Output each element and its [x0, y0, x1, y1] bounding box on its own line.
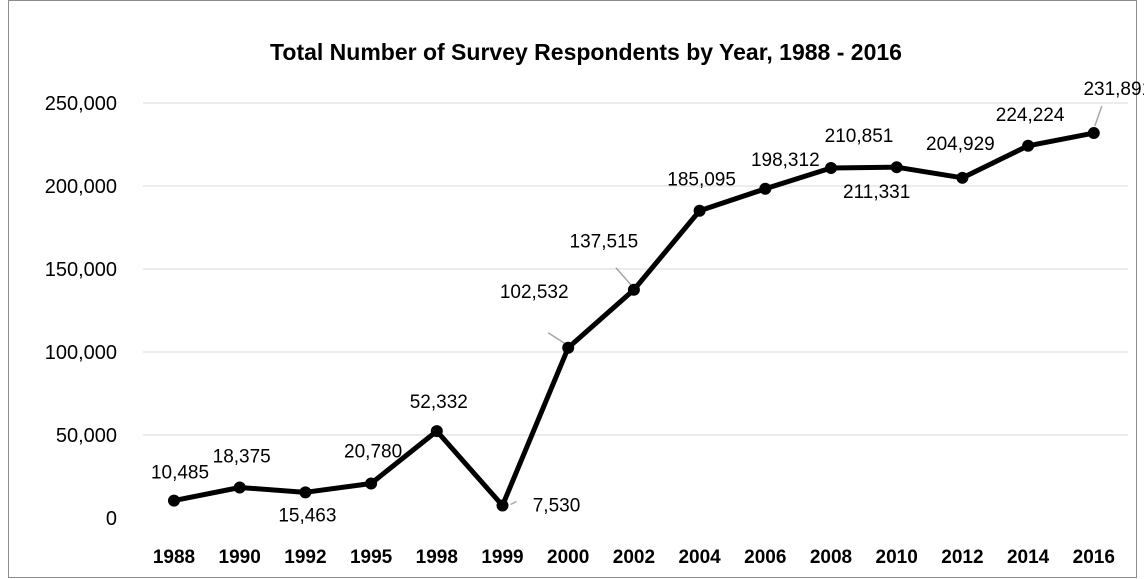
leader-line — [547, 332, 566, 345]
data-point — [627, 283, 640, 296]
data-point — [759, 182, 772, 195]
data-label: 15,463 — [278, 505, 336, 526]
data-label: 52,332 — [410, 392, 468, 413]
data-point — [1022, 139, 1035, 152]
data-point — [496, 499, 509, 512]
data-label: 10,485 — [151, 463, 209, 484]
x-tick-label: 1988 — [153, 547, 195, 568]
y-tick-label: 0 — [106, 508, 117, 530]
data-label: 102,532 — [500, 282, 569, 303]
x-tick-label: 2010 — [876, 547, 918, 568]
x-tick-label: 2008 — [810, 547, 852, 568]
data-label: 7,530 — [533, 496, 581, 517]
data-point — [365, 477, 378, 490]
y-tick-label: 150,000 — [45, 259, 117, 281]
data-label: 231,891 — [1083, 79, 1144, 100]
data-label: 198,312 — [751, 150, 820, 171]
data-point — [299, 486, 312, 499]
x-tick-label: 2002 — [613, 547, 655, 568]
data-label: 210,851 — [825, 126, 894, 147]
leader-line — [510, 500, 517, 506]
y-tick-label: 250,000 — [45, 93, 117, 115]
x-tick-label: 2004 — [678, 547, 721, 568]
y-tick-label: 200,000 — [45, 176, 117, 198]
x-tick-label: 2016 — [1073, 547, 1115, 568]
gridlines — [143, 102, 1128, 436]
leader-lines — [510, 105, 1103, 506]
x-axis: 1988 1990 1992 1995 1998 1999 2000 2002 2004 2006… — [153, 547, 1115, 568]
series — [168, 127, 1100, 512]
chart-title: Total Number of Survey Respondents by Ye… — [270, 39, 902, 65]
data-point — [890, 161, 903, 174]
series-line — [173, 130, 1095, 509]
x-tick-label: 1992 — [284, 547, 326, 568]
data-point — [430, 425, 443, 438]
data-label: 204,929 — [926, 134, 995, 155]
chart-frame — [8, 0, 1137, 578]
x-tick-label: 2014 — [1007, 547, 1050, 568]
data-label: 185,095 — [667, 170, 736, 191]
data-point — [956, 171, 969, 184]
data-point — [693, 204, 706, 217]
data-point — [562, 341, 575, 354]
leader-line — [1094, 105, 1103, 127]
x-tick-label: 2006 — [744, 547, 786, 568]
x-tick-label: 2000 — [547, 547, 589, 568]
data-label: 137,515 — [570, 232, 639, 253]
y-tick-label: 100,000 — [45, 342, 117, 364]
data-point — [233, 481, 246, 494]
x-tick-label: 1995 — [350, 547, 393, 568]
data-label: 211,331 — [843, 182, 910, 203]
data-point — [1087, 127, 1100, 140]
data-point — [825, 161, 837, 174]
y-axis: 0 50,000 100,000 150,000 200,000 250,000 — [45, 93, 117, 530]
y-tick-label: 50,000 — [56, 425, 117, 447]
data-point — [168, 494, 180, 507]
x-tick-label: 1990 — [219, 547, 261, 568]
data-label: 224,224 — [996, 105, 1065, 126]
leader-line — [615, 267, 632, 286]
x-tick-label: 2012 — [941, 547, 983, 568]
data-label: 20,780 — [344, 442, 402, 463]
x-tick-label: 1999 — [481, 547, 523, 568]
x-tick-label: 1998 — [416, 547, 458, 568]
data-label: 18,375 — [213, 446, 271, 467]
